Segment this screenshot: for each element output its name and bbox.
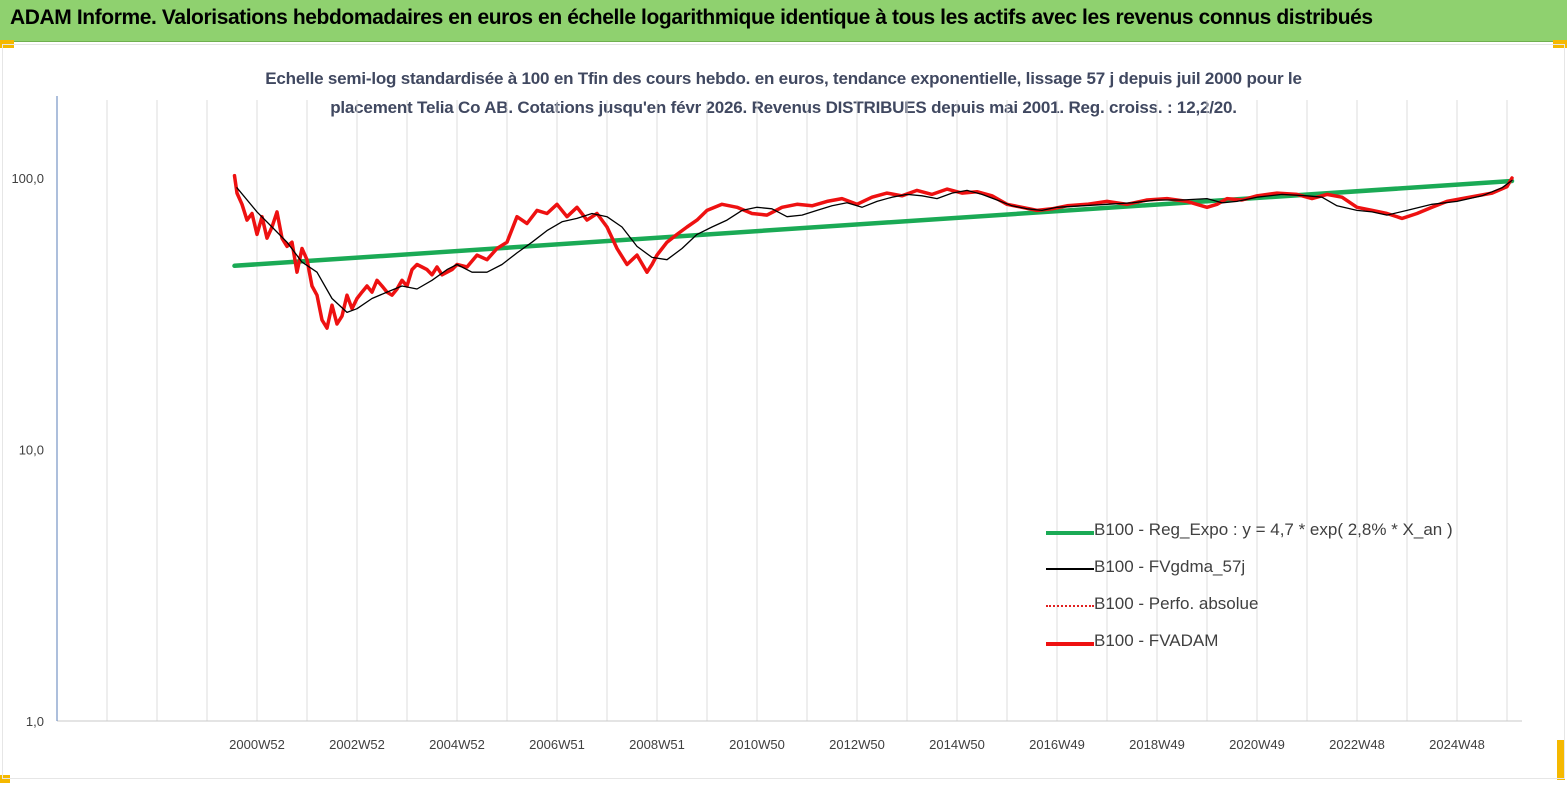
legend-swatch-reg-expo <box>1046 531 1094 535</box>
x-tick-label: 2024W48 <box>1429 737 1485 752</box>
x-tick-label: 2004W52 <box>429 737 485 752</box>
legend-label-perfo-absolue: B100 - Perfo. absolue <box>1094 594 1259 613</box>
legend-swatch-fvgdma <box>1046 568 1094 570</box>
x-tick-label: 2020W49 <box>1229 737 1285 752</box>
x-tick-label: 2022W48 <box>1329 737 1385 752</box>
series-line-reg-expo <box>232 178 1515 269</box>
legend-label-fvadam: B100 - FVADAM <box>1094 631 1219 650</box>
corner-marker-bottom-left <box>0 775 10 783</box>
legend-label-reg-expo: B100 - Reg_Expo : y = 4,7 * exp( 2,8% * … <box>1094 520 1453 539</box>
x-tick-label: 2016W49 <box>1029 737 1085 752</box>
y-tick-label: 10,0 <box>19 443 44 458</box>
x-tick-label: 2000W52 <box>229 737 285 752</box>
chart-frame <box>2 44 1565 779</box>
series-line-fvgdma <box>236 179 1513 314</box>
legend-swatch-fvadam <box>1046 642 1094 646</box>
x-tick-label: 2012W50 <box>829 737 885 752</box>
legend-label-fvgdma: B100 - FVgdma_57j <box>1094 557 1246 576</box>
legend-swatch-perfo-absolue <box>1046 605 1094 607</box>
chart-subtitle-line-1: Echelle semi-log standardisée à 100 en T… <box>265 69 1302 88</box>
y-tick-label: 100,0 <box>11 171 44 186</box>
header-bar: ADAM Informe. Valorisations hebdomadaire… <box>0 0 1567 42</box>
x-tick-label: 2006W51 <box>529 737 585 752</box>
x-tick-label: 2002W52 <box>329 737 385 752</box>
x-tick-label: 2014W50 <box>929 737 985 752</box>
series-line-fvadam <box>232 173 1514 330</box>
y-tick-label: 1,0 <box>26 714 44 729</box>
x-tick-label: 2018W49 <box>1129 737 1185 752</box>
x-tick-label: 2010W50 <box>729 737 785 752</box>
x-tick-label: 2008W51 <box>629 737 685 752</box>
corner-marker-bottom-right <box>1557 740 1565 780</box>
report-title: ADAM Informe. Valorisations hebdomadaire… <box>10 6 1373 29</box>
